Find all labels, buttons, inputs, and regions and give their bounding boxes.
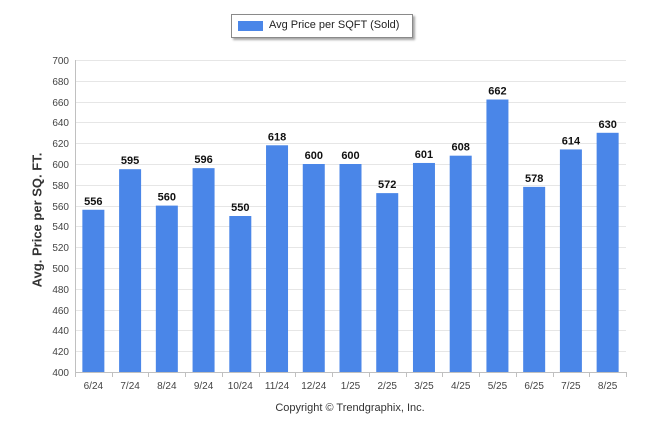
data-label: 595	[121, 155, 139, 167]
x-tick-label: 4/25	[451, 381, 471, 392]
x-tick-label: 7/25	[561, 381, 581, 392]
bar	[266, 145, 289, 372]
x-tick-label: 6/25	[524, 381, 544, 392]
bar	[486, 99, 509, 373]
data-label: 600	[341, 150, 359, 162]
y-tick-label: 460	[52, 306, 69, 317]
data-label: 601	[415, 149, 433, 161]
bar	[119, 169, 142, 372]
data-label: 600	[305, 150, 323, 162]
copyright-text: Copyright © Trendgraphix, Inc.	[275, 402, 425, 414]
x-tick-label: 12/24	[301, 381, 326, 392]
x-tick-label: 8/25	[598, 381, 618, 392]
y-tick-label: 620	[52, 139, 69, 150]
y-tick-label: 440	[52, 326, 69, 337]
bar	[376, 193, 399, 372]
y-tick-label: 680	[52, 77, 69, 88]
y-tick-label: 540	[52, 222, 69, 233]
y-tick-label: 520	[52, 243, 69, 254]
y-tick-label: 420	[52, 347, 69, 358]
x-tick-label: 3/25	[414, 381, 434, 392]
x-tick-label: 6/24	[84, 381, 104, 392]
data-label: 608	[452, 142, 470, 154]
y-tick-label: 400	[52, 368, 69, 379]
data-label: 572	[378, 179, 396, 191]
bar	[412, 162, 435, 372]
y-tick-label: 600	[52, 160, 69, 171]
y-tick-label: 480	[52, 285, 69, 296]
legend-label: Avg Price per SQFT (Sold)	[269, 19, 400, 31]
x-tick-label: 7/24	[120, 381, 140, 392]
data-label: 578	[525, 173, 543, 185]
x-tick-label: 11/24	[265, 381, 290, 392]
data-label: 662	[488, 86, 506, 98]
bar	[339, 164, 362, 372]
y-axis-label: Avg. Price per SQ. FT.	[29, 152, 45, 288]
legend-swatch	[238, 21, 263, 31]
x-tick-label: 8/24	[157, 381, 177, 392]
y-tick-label: 560	[52, 202, 69, 213]
data-label: 560	[158, 192, 176, 204]
y-tick-label: 700	[52, 56, 69, 67]
bar	[449, 155, 472, 372]
x-tick-label: 2/25	[377, 381, 397, 392]
x-tick-label: 5/25	[488, 381, 508, 392]
x-tick-label: 9/24	[194, 381, 214, 392]
data-label: 614	[562, 135, 581, 147]
bar	[155, 205, 178, 372]
data-label: 618	[268, 131, 286, 143]
x-tick-label: 1/25	[341, 381, 361, 392]
bar	[559, 149, 582, 372]
y-tick-label: 660	[52, 98, 69, 109]
bar	[523, 186, 546, 372]
bar	[229, 216, 252, 372]
data-label: 630	[598, 119, 616, 131]
y-tick-label: 640	[52, 118, 69, 129]
legend: Avg Price per SQFT (Sold)	[231, 14, 413, 38]
data-label: 596	[194, 154, 212, 166]
y-tick-label: 500	[52, 264, 69, 275]
y-tick-label: 580	[52, 181, 69, 192]
bar	[596, 132, 619, 372]
data-label: 550	[231, 202, 249, 214]
data-label: 556	[84, 196, 102, 208]
bar	[302, 164, 325, 372]
bar	[192, 168, 215, 372]
bar	[82, 209, 105, 372]
x-tick-label: 10/24	[228, 381, 253, 392]
